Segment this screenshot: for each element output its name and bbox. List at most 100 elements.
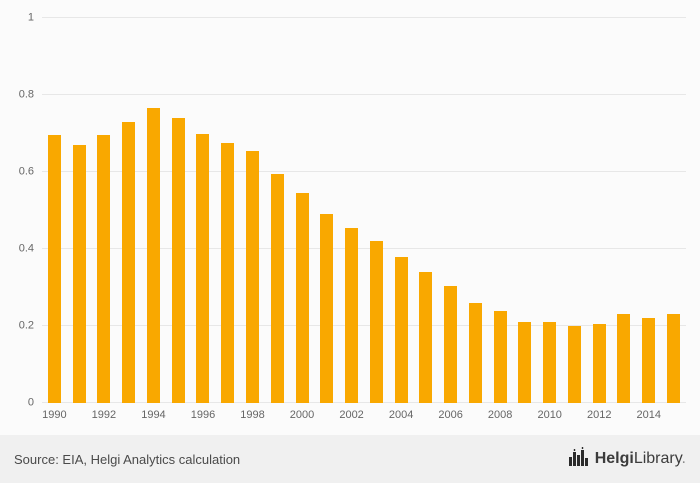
x-axis-tick-label	[413, 409, 438, 421]
bar-column	[537, 18, 562, 403]
bar-column	[215, 18, 240, 403]
gridline	[42, 171, 686, 172]
bar-column	[290, 18, 315, 403]
y-axis-tick-label: 1	[27, 11, 34, 24]
x-axis-tick-label	[166, 409, 191, 421]
x-axis-tick-label: 1998	[240, 409, 265, 421]
y-axis-tick-label: 0	[27, 396, 34, 409]
bar-1992	[97, 135, 111, 403]
bar-column	[389, 18, 414, 403]
bar-column	[339, 18, 364, 403]
bars	[42, 18, 686, 403]
x-axis-tick-label: 2014	[636, 409, 661, 421]
x-axis-tick-label	[661, 409, 686, 421]
logo-text-dot: .	[681, 450, 686, 467]
x-axis-tick-label	[463, 409, 488, 421]
y-axis-tick-label: 0.2	[18, 319, 34, 332]
gridline	[42, 248, 686, 249]
bar-column	[364, 18, 389, 403]
bar-column	[513, 18, 538, 403]
bar-1995	[171, 118, 185, 403]
bar-2009	[518, 322, 532, 403]
x-axis-tick-label	[265, 409, 290, 421]
bar-2008	[493, 310, 507, 403]
bar-column	[488, 18, 513, 403]
bar-2005	[419, 272, 433, 403]
bar-2013	[617, 314, 631, 403]
bar-2007	[468, 302, 482, 403]
bar-column	[661, 18, 686, 403]
bar-column	[141, 18, 166, 403]
x-axis-tick-label: 2012	[586, 409, 612, 421]
bar-column	[636, 18, 661, 403]
bar-2000	[295, 193, 309, 403]
bar-column	[42, 18, 67, 403]
bar-1993	[122, 121, 136, 403]
gridline	[42, 17, 686, 18]
x-axis-tick-label	[612, 409, 637, 421]
bar-2004	[394, 256, 408, 403]
y-axis-tick-label: 0.6	[18, 165, 34, 178]
bar-2012	[592, 324, 606, 403]
x-axis-tick-label	[116, 409, 141, 421]
bar-column	[413, 18, 438, 403]
x-axis-tick-label: 2006	[438, 409, 463, 421]
plot-area	[42, 17, 686, 403]
footer: Source: EIA, Helgi Analytics calculation…	[0, 435, 700, 483]
x-axis: 1990 1992 1994 1996 1998 2000 2002 2004 2006 2008…	[42, 409, 686, 421]
x-axis-tick-label: 2004	[388, 409, 414, 421]
bar-1990	[47, 135, 61, 403]
x-axis-tick-label	[562, 409, 587, 421]
bar-column	[562, 18, 587, 403]
bar-1991	[72, 145, 86, 403]
logo-text-library: Library	[633, 450, 682, 467]
bar-chart: 0 0.2 0.4 0.6 0.8 1 1990 1992 1994 1996 1998 2000 2…	[0, 12, 686, 421]
bar-2001	[320, 214, 334, 403]
bar-chart-icon	[568, 446, 590, 472]
bar-column	[463, 18, 488, 403]
bar-column	[265, 18, 290, 403]
x-axis-tick-label	[364, 409, 389, 421]
bar-2010	[543, 322, 557, 403]
x-axis-tick-label: 1996	[190, 409, 216, 421]
bar-column	[438, 18, 463, 403]
x-axis-tick-label	[513, 409, 538, 421]
y-axis: 0 0.2 0.4 0.6 0.8 1	[0, 12, 36, 408]
x-axis-tick-label: 2010	[537, 409, 562, 421]
bar-column	[587, 18, 612, 403]
bar-column	[67, 18, 92, 403]
bar-1996	[196, 133, 210, 403]
y-axis-tick-label: 0.8	[18, 88, 34, 101]
bar-2011	[567, 326, 581, 403]
bar-2006	[444, 285, 458, 403]
y-axis-tick-label: 0.4	[18, 242, 34, 255]
bar-2003	[369, 241, 383, 403]
bar-1998	[246, 150, 259, 403]
bar-1997	[221, 143, 235, 403]
bar-2015	[667, 314, 681, 403]
x-axis-tick-label	[215, 409, 240, 421]
x-axis-tick-label	[314, 409, 339, 421]
bar-column	[314, 18, 339, 403]
gridline	[42, 402, 686, 403]
gridline	[42, 94, 686, 95]
bar-1999	[270, 173, 284, 403]
bar-2002	[345, 227, 359, 403]
bar-column	[166, 18, 191, 403]
helgilibrary-logo: HelgiLibrary.	[568, 446, 686, 472]
x-axis-tick-label: 1992	[91, 409, 117, 421]
bar-column	[240, 18, 265, 403]
bar-column	[92, 18, 117, 403]
logo-text: HelgiLibrary.	[595, 451, 686, 467]
bar-column	[116, 18, 141, 403]
x-axis-tick-label: 1990	[42, 409, 67, 421]
bar-column	[191, 18, 216, 403]
logo-text-helgi: Helgi	[594, 450, 634, 467]
x-axis-tick-label: 2008	[487, 409, 513, 421]
x-axis-tick-label: 2000	[289, 409, 315, 421]
x-axis-tick-label	[67, 409, 92, 421]
source-text: Source: EIA, Helgi Analytics calculation	[14, 451, 241, 467]
bar-1994	[146, 108, 160, 403]
x-axis-tick-label: 2002	[339, 409, 364, 421]
